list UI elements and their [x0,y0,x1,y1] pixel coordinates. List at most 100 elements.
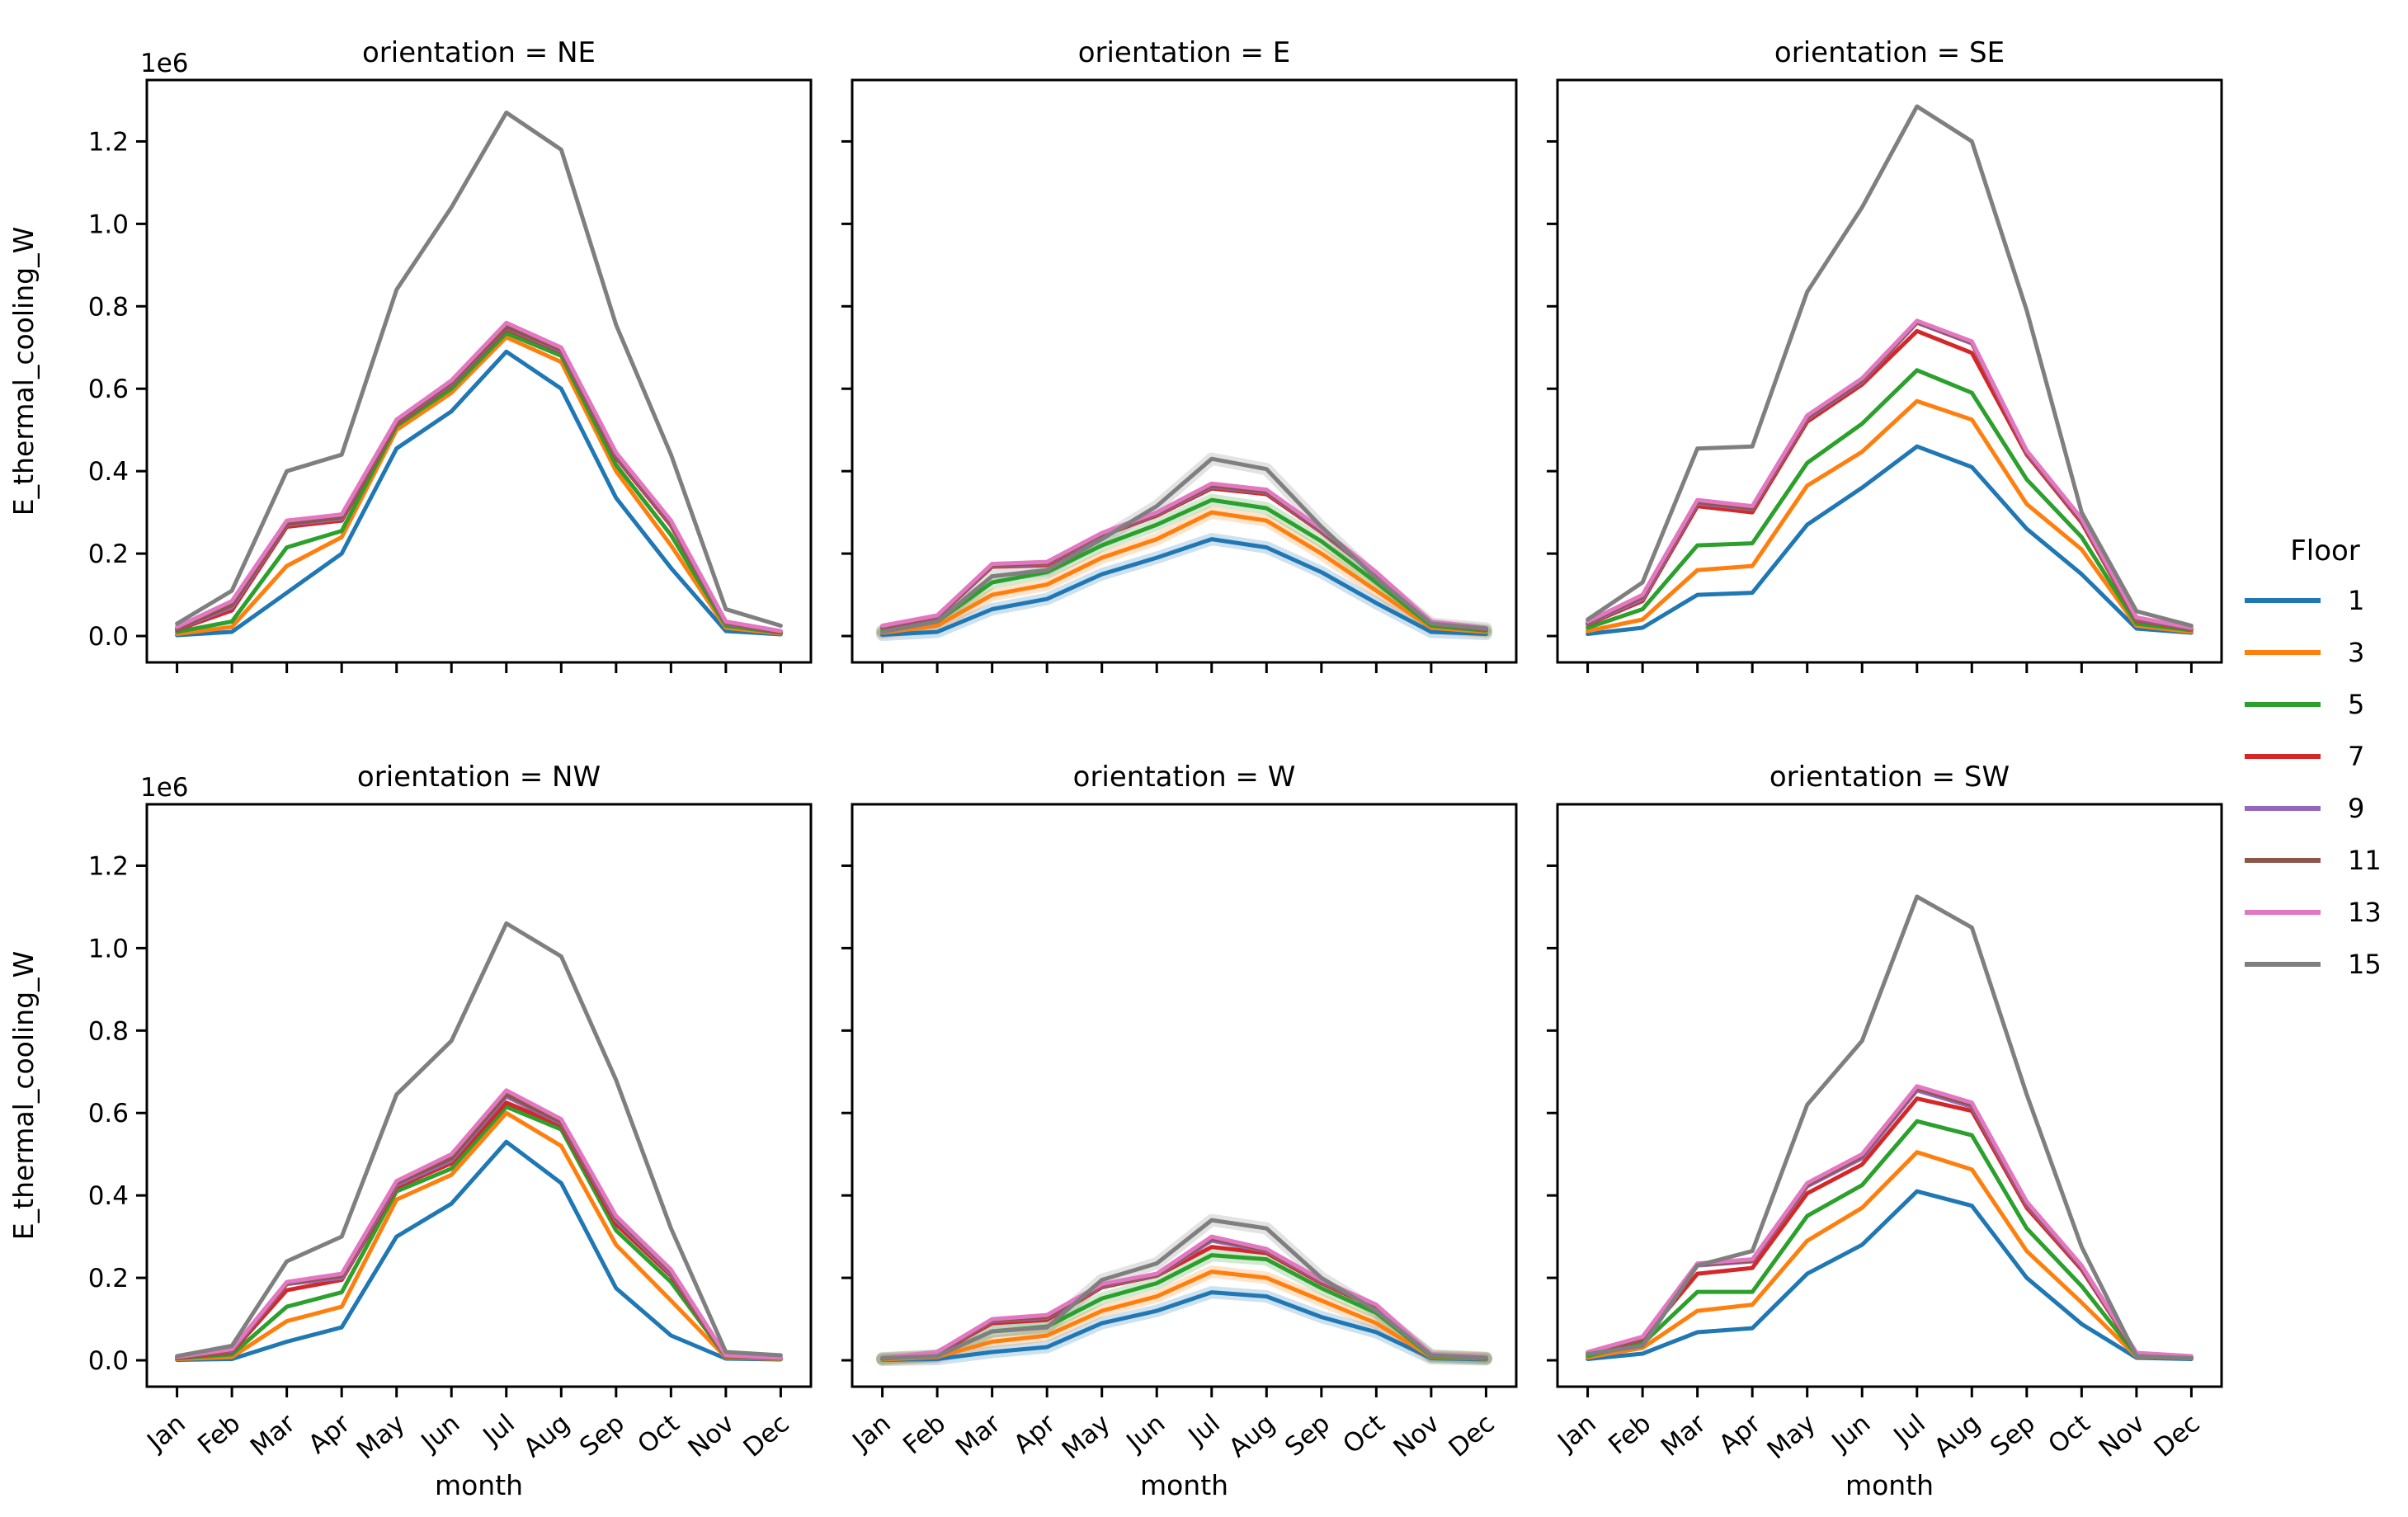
legend-label: 15 [2348,948,2382,980]
y-tick-label: 0.4 [88,457,129,487]
y-tick-label: 1.0 [88,934,129,963]
y-tick-label: 0.0 [88,622,129,652]
x-tick-label: Jan [846,1409,896,1458]
x-tick-label: Jan [1551,1409,1601,1458]
x-tick-label: Aug [1223,1409,1281,1463]
legend-label: 5 [2348,688,2365,720]
line-floor-7 [1586,328,2194,631]
axes-frame [1556,78,2223,664]
line-floor-3 [880,1270,1488,1362]
axes-frame [145,803,813,1388]
x-tick-label: Apr [1713,1408,1766,1459]
line-floor-1 [1586,444,2194,636]
x-tick-label: Apr [303,1408,356,1459]
y-tick-label: 0.2 [88,1264,129,1293]
y-axis-offset-label: 1e6 [140,49,189,78]
legend-label: 3 [2348,636,2365,668]
x-tick-label: Jun [1120,1409,1171,1458]
legend-line-swatch [2245,597,2321,603]
line-floor-5 [175,331,783,635]
x-tick-label: Mar [1656,1408,1712,1462]
y-axis-label: E_thermal_cooling_W [7,227,40,516]
line-floor-3 [175,1110,783,1361]
legend-line-swatch [2245,909,2321,915]
line-floor-1 [175,349,783,638]
line-floor-9 [1586,320,2194,631]
legend-label: 11 [2348,844,2382,876]
line-floor-5 [880,497,1488,633]
line-floor-13 [175,1088,783,1360]
facet-title: orientation = W [1073,761,1296,794]
y-tick-label: 0.6 [88,1099,129,1128]
legend-label: 9 [2348,792,2365,824]
line-floor-13 [880,481,1488,630]
legend-line-swatch [2245,649,2321,655]
line-floor-13 [175,320,783,634]
axes-frame [1556,803,2223,1388]
x-tick-label: Oct [2043,1409,2095,1460]
y-axis-label: E_thermal_cooling_W [7,951,40,1240]
line-floor-3 [175,335,783,636]
x-tick-label: Dec [2148,1409,2205,1463]
x-axis-label: month [1845,1469,1934,1501]
x-tick-label: May [1762,1409,1821,1466]
legend-entry: 7 [2241,730,2408,782]
y-tick-label: 1.2 [88,851,129,881]
x-tick-label: Dec [1443,1409,1500,1463]
facet-title: orientation = SE [1774,36,2005,69]
x-tick-label: Mar [245,1408,301,1462]
axes-frame [145,78,813,664]
x-tick-label: Jan [140,1409,191,1458]
x-tick-label: May [351,1409,411,1466]
legend: Floor 1 3 5 7 9 11 13 15 [2241,535,2408,990]
legend-entry: 13 [2241,886,2408,938]
legend-line-swatch [2245,961,2321,967]
line-floor-11 [1586,319,2194,630]
line-floor-13 [1586,318,2194,630]
line-floor-15 [1586,894,2194,1360]
x-tick-label: Nov [1388,1409,1445,1463]
legend-entry: 3 [2241,626,2408,678]
x-tick-label: Mar [950,1408,1006,1462]
line-floor-1 [880,1290,1488,1362]
legend-line-swatch [2245,805,2321,811]
legend-entry: 11 [2241,834,2408,886]
legend-entry: 5 [2241,678,2408,730]
x-tick-label: Feb [192,1409,246,1461]
line-floor-5 [175,1105,783,1361]
x-tick-label: Nov [2094,1409,2151,1463]
x-tick-label: Feb [898,1409,951,1461]
facet-title: orientation = SW [1769,761,2010,794]
legend-label: 1 [2348,584,2365,616]
line-floor-15 [880,456,1488,634]
y-tick-label: 0.8 [88,292,129,322]
legend-label: 13 [2348,896,2382,928]
line-floor-5 [1586,368,2194,633]
y-tick-label: 0.0 [88,1346,129,1376]
x-tick-label: Jun [415,1409,466,1458]
line-floor-3 [1586,398,2194,634]
axes-frame [851,803,1518,1388]
y-tick-label: 0.2 [88,539,129,569]
line-floor-5 [1586,1119,2194,1360]
legend-entries: 1 3 5 7 9 11 13 15 [2241,574,2408,990]
legend-entry: 15 [2241,938,2408,990]
x-tick-label: Oct [632,1409,685,1460]
x-tick-label: Jun [1826,1409,1877,1458]
line-floor-1 [175,1139,783,1362]
x-tick-label: Sep [574,1409,630,1463]
y-tick-label: 1.0 [88,210,129,239]
x-tick-label: Jul [1182,1409,1226,1453]
line-floor-15 [1586,104,2194,628]
line-floor-15 [175,111,783,628]
legend-line-swatch [2245,701,2321,707]
x-tick-label: Dec [737,1409,794,1463]
x-tick-label: Aug [518,1409,576,1463]
legend-label: 7 [2348,740,2365,772]
legend-line-swatch [2245,857,2321,863]
line-floor-15 [175,921,783,1359]
line-floor-1 [880,537,1488,637]
x-tick-label: Aug [1929,1409,1986,1463]
